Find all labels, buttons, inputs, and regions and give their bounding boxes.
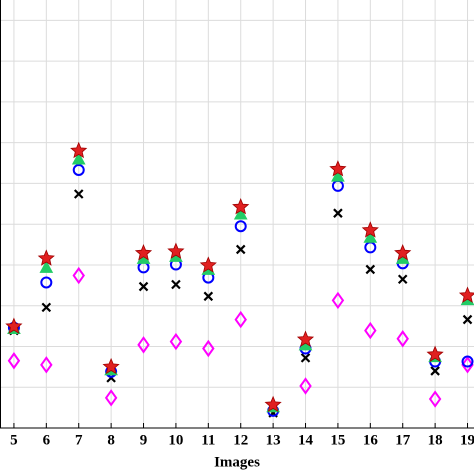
point xyxy=(40,276,53,289)
point xyxy=(428,390,442,408)
x-tick-label: 14 xyxy=(298,432,314,448)
x-tick-label: 5 xyxy=(10,432,18,448)
point xyxy=(329,160,347,177)
point xyxy=(365,264,376,275)
point xyxy=(7,352,21,370)
point xyxy=(234,310,247,329)
point xyxy=(171,279,181,290)
point xyxy=(233,206,248,220)
point xyxy=(40,356,53,374)
point xyxy=(461,356,474,374)
point xyxy=(458,286,474,303)
point xyxy=(70,141,88,159)
point xyxy=(430,366,440,376)
x-tick-label: 8 xyxy=(107,432,115,448)
point xyxy=(296,330,315,347)
point xyxy=(234,220,247,233)
point xyxy=(331,169,345,182)
point xyxy=(364,321,377,340)
point xyxy=(300,353,311,363)
point xyxy=(39,260,54,273)
point xyxy=(104,389,118,407)
point xyxy=(299,377,312,395)
point xyxy=(199,256,217,273)
x-axis-label: Images xyxy=(214,454,260,470)
point xyxy=(396,330,409,348)
point xyxy=(169,332,183,351)
point xyxy=(394,244,412,261)
x-tick-label: 9 xyxy=(140,432,148,448)
point xyxy=(331,291,345,310)
point xyxy=(37,249,55,266)
point xyxy=(5,317,23,334)
point xyxy=(462,314,473,325)
point xyxy=(102,357,120,375)
x-tick-label: 7 xyxy=(75,432,83,448)
point xyxy=(461,355,474,368)
x-tick-label: 17 xyxy=(395,432,411,448)
point xyxy=(134,244,153,261)
x-tick-label: 13 xyxy=(266,432,281,448)
point xyxy=(167,242,185,259)
point xyxy=(361,221,379,238)
point xyxy=(333,208,343,218)
x-tick-label: 18 xyxy=(428,432,443,448)
point xyxy=(73,189,84,199)
point xyxy=(235,244,246,255)
x-tick-label: 19 xyxy=(460,432,474,448)
point xyxy=(426,345,444,362)
point xyxy=(202,339,215,358)
point xyxy=(41,302,52,313)
point xyxy=(72,266,85,285)
point xyxy=(232,198,250,215)
x-tick-label: 10 xyxy=(168,432,183,448)
point xyxy=(71,151,86,165)
point xyxy=(138,281,149,292)
x-tick-label: 12 xyxy=(233,432,248,448)
x-tick-label: 11 xyxy=(201,432,215,448)
point xyxy=(137,336,150,354)
point xyxy=(397,274,408,284)
x-tick-label: 6 xyxy=(43,432,51,448)
point xyxy=(363,230,378,243)
point xyxy=(72,163,85,176)
x-tick-label: 16 xyxy=(363,432,379,448)
point xyxy=(203,291,214,302)
x-tick-label: 15 xyxy=(330,432,345,448)
point xyxy=(264,395,282,413)
